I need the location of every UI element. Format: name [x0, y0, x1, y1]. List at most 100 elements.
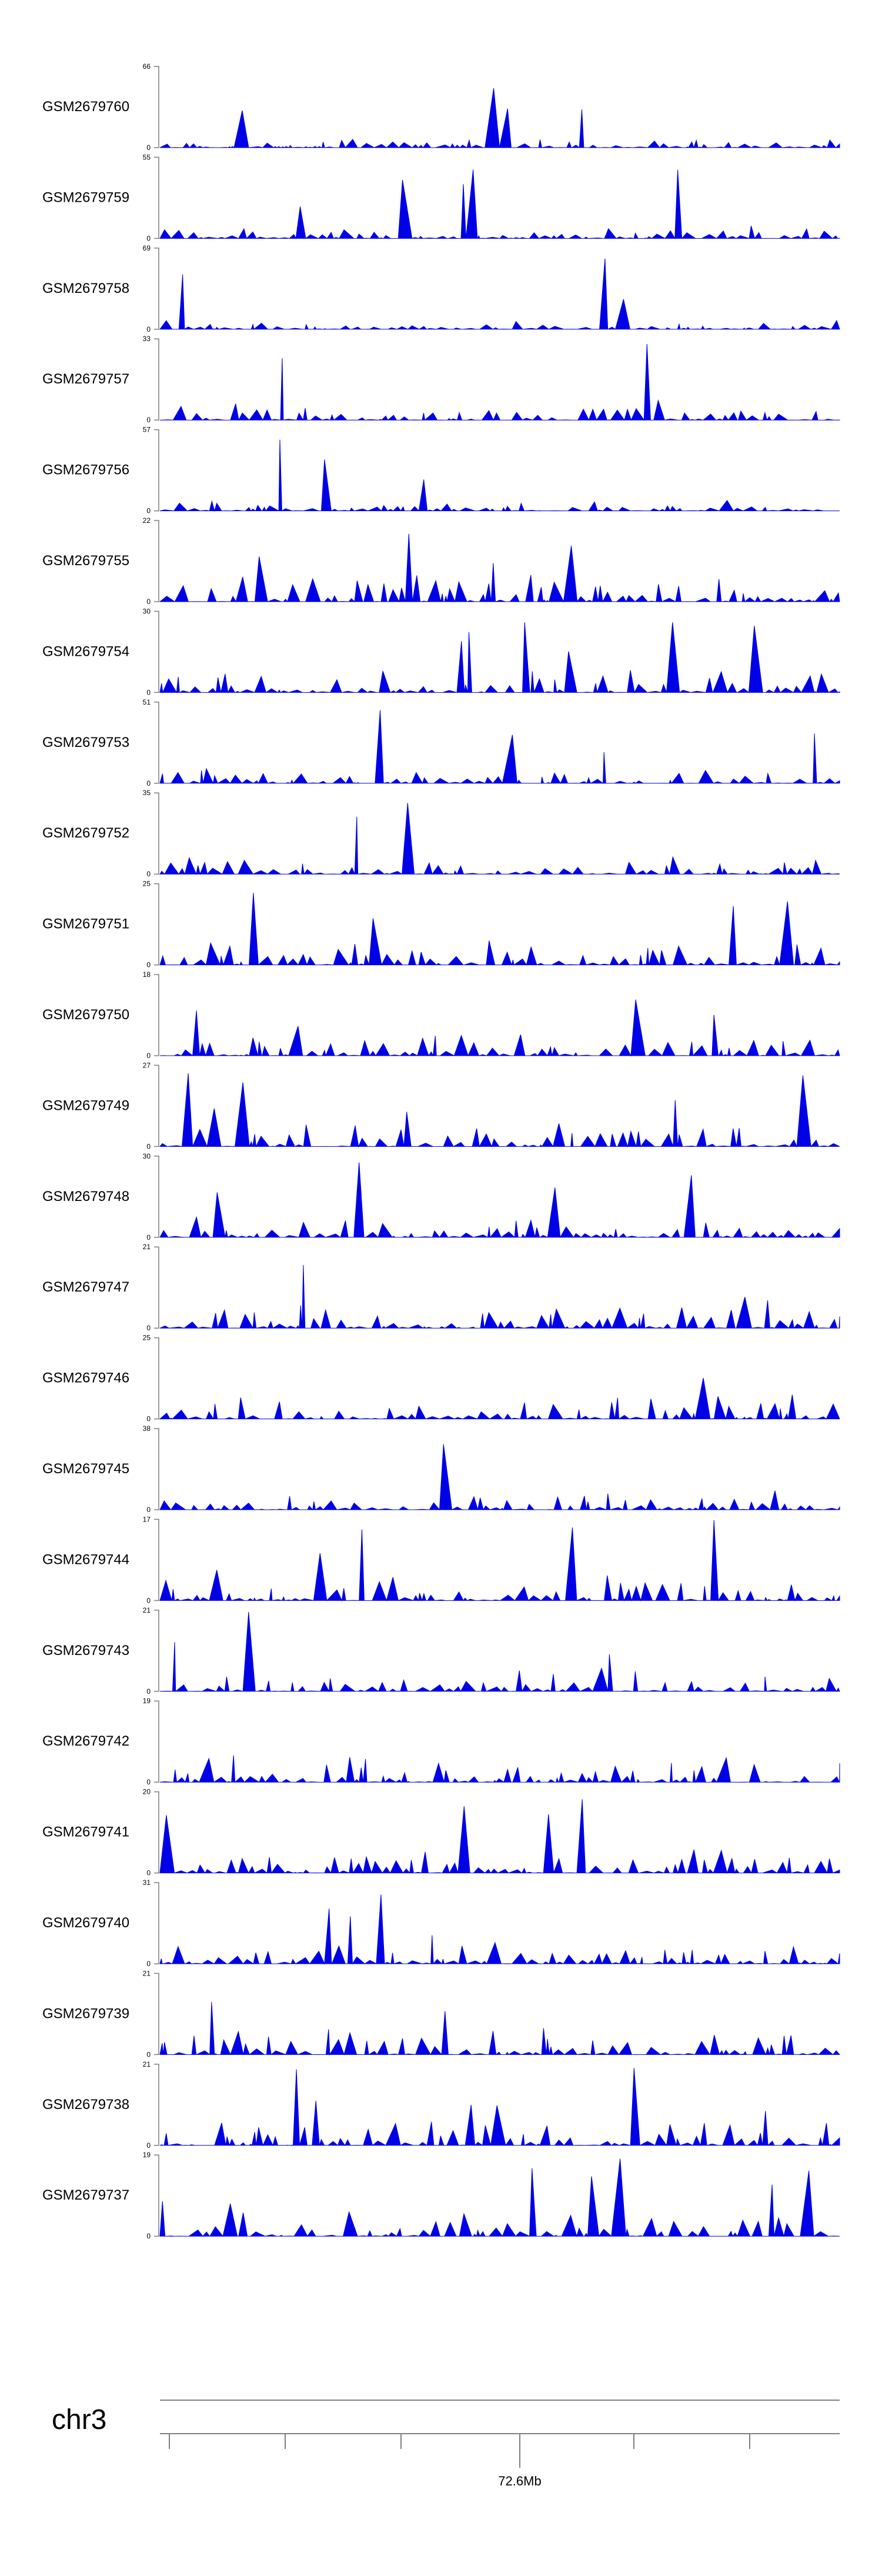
signal-area: [159, 1520, 840, 1602]
y-axis: [154, 1337, 159, 1420]
signal-area: [159, 533, 840, 603]
y-min-tick-label: 0: [146, 1052, 151, 1060]
y-min-tick-label: 0: [146, 1324, 151, 1332]
y-max-tick-label: 51: [143, 698, 151, 706]
track-GSM2679740: GSM2679740 31 0: [42, 1878, 840, 1968]
track-GSM2679758: GSM2679758 69 0: [42, 244, 840, 333]
y-max-tick-label: 66: [143, 62, 151, 71]
y-axis: [154, 1791, 159, 1874]
track-GSM2679748: GSM2679748 30 0: [42, 1152, 840, 1242]
track-label: GSM2679746: [42, 1370, 129, 1386]
y-min-tick-label: 0: [146, 1142, 151, 1150]
track-GSM2679757: GSM2679757 33 0: [42, 335, 840, 424]
y-min-tick-label: 0: [146, 1506, 151, 1514]
signal-area: [159, 1611, 840, 1693]
y-axis: [154, 1246, 159, 1329]
y-max-tick-label: 22: [143, 516, 151, 525]
track-label: GSM2679743: [42, 1643, 129, 1659]
chromosome-label: chr3: [52, 2404, 106, 2435]
y-axis: [154, 610, 159, 693]
y-min-tick-label: 0: [146, 870, 151, 878]
signal-area: [159, 258, 840, 330]
y-max-tick-label: 27: [143, 1061, 151, 1069]
track-GSM2679738: GSM2679738 21 0: [42, 2060, 840, 2150]
signal-area: [159, 343, 840, 421]
signal-area: [159, 1162, 840, 1239]
track-GSM2679752: GSM2679752 35 0: [42, 789, 840, 878]
y-max-tick-label: 31: [143, 1878, 151, 1887]
y-axis: [154, 1156, 159, 1238]
y-max-tick-label: 19: [143, 2151, 151, 2159]
chromosome-axis: chr3 72.6Mb: [52, 2400, 840, 2488]
y-min-tick-label: 0: [146, 416, 151, 424]
y-min-tick-label: 0: [146, 1233, 151, 1242]
y-axis: [154, 156, 159, 239]
y-max-tick-label: 55: [143, 153, 151, 161]
track-label: GSM2679745: [42, 1461, 129, 1477]
y-min-tick-label: 0: [146, 1415, 151, 1423]
y-axis: [154, 702, 159, 784]
signal-area: [159, 1799, 840, 1874]
y-max-tick-label: 35: [143, 789, 151, 797]
signal-area: [159, 88, 840, 149]
track-GSM2679751: GSM2679751 25 0: [42, 880, 840, 969]
track-GSM2679742: GSM2679742 19 0: [42, 1697, 840, 1786]
track-GSM2679743: GSM2679743 21 0: [42, 1606, 840, 1696]
y-axis: [154, 1519, 159, 1601]
y-max-tick-label: 30: [143, 1152, 151, 1160]
track-label: GSM2679739: [42, 2006, 129, 2021]
track-GSM2679753: GSM2679753 51 0: [42, 698, 840, 788]
signal-area: [159, 169, 840, 240]
track-label: GSM2679750: [42, 1007, 129, 1023]
y-min-tick-label: 0: [146, 2232, 151, 2240]
signal-area: [159, 2158, 840, 2238]
track-label: GSM2679751: [42, 916, 129, 932]
signal-area: [159, 1755, 840, 1784]
y-min-tick-label: 0: [146, 1960, 151, 1968]
y-max-tick-label: 30: [143, 607, 151, 615]
track-GSM2679739: GSM2679739 21 0: [42, 1969, 841, 2058]
track-label: GSM2679759: [42, 189, 129, 205]
signal-area: [159, 622, 840, 694]
track-label: GSM2679737: [42, 2187, 129, 2203]
y-max-tick-label: 18: [143, 970, 151, 979]
y-axis: [154, 974, 159, 1056]
y-min-tick-label: 0: [146, 2141, 151, 2150]
signal-area: [159, 2002, 841, 2056]
y-axis: [154, 1973, 159, 2056]
track-GSM2679746: GSM2679746 25 0: [42, 1334, 840, 1423]
y-min-tick-label: 0: [146, 507, 151, 515]
signal-area: [159, 1377, 840, 1420]
track-GSM2679745: GSM2679745 38 0: [42, 1424, 840, 1514]
y-axis: [154, 248, 159, 330]
y-min-tick-label: 0: [146, 234, 151, 242]
signal-area: [159, 893, 840, 966]
y-max-tick-label: 69: [143, 244, 151, 252]
signal-area: [159, 1444, 840, 1511]
ruler-ticks: [169, 2434, 750, 2468]
track-label: GSM2679741: [42, 1824, 129, 1840]
track-label: GSM2679738: [42, 2097, 129, 2113]
y-axis: [154, 520, 159, 602]
y-min-tick-label: 0: [146, 688, 151, 696]
track-label: GSM2679749: [42, 1097, 129, 1113]
y-min-tick-label: 0: [146, 1687, 151, 1696]
signal-area: [159, 439, 840, 512]
signal-area: [159, 2068, 840, 2147]
y-min-tick-label: 0: [146, 144, 151, 152]
signal-area: [159, 803, 840, 876]
track-label: GSM2679758: [42, 281, 129, 296]
y-axis: [154, 2154, 159, 2237]
y-axis: [154, 429, 159, 512]
y-axis: [154, 66, 159, 148]
track-label: GSM2679755: [42, 553, 129, 569]
y-max-tick-label: 20: [143, 1788, 151, 1796]
track-GSM2679755: GSM2679755 22 0: [42, 516, 840, 606]
track-label: GSM2679747: [42, 1279, 129, 1295]
track-label: GSM2679760: [42, 99, 129, 115]
signal-area: [159, 1073, 840, 1148]
y-min-tick-label: 0: [146, 779, 151, 788]
track-GSM2679737: GSM2679737 19 0: [42, 2151, 840, 2240]
track-label: GSM2679742: [42, 1733, 129, 1749]
y-axis: [154, 1065, 159, 1147]
